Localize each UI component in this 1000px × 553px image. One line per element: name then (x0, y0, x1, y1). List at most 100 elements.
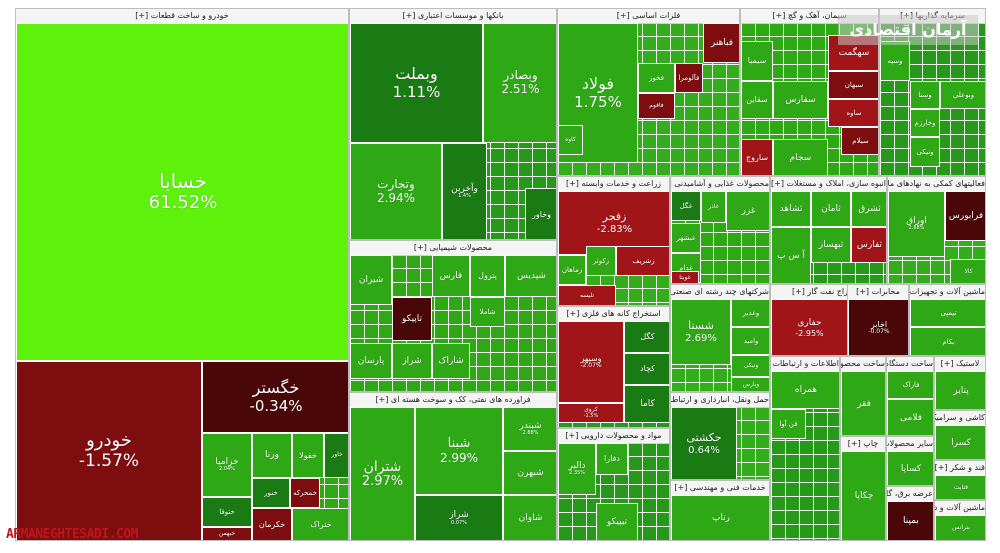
stock-tile[interactable]: فآلومرا (675, 63, 703, 93)
stock-tile[interactable]: شیران (350, 255, 392, 305)
stock-tile[interactable]: شاوان (503, 495, 556, 540)
stock-tile[interactable]: وبوعلی (940, 81, 985, 109)
sector-header[interactable]: خدمات فنی و مهندسی [+] (671, 481, 769, 496)
stock-tile[interactable]: شاملا (470, 297, 505, 327)
stock-tile[interactable]: کاوه (558, 125, 583, 155)
stock-tile[interactable]: فن آوا (771, 409, 806, 439)
sector-header[interactable]: زراعت و خدمات وابسته [+] (558, 177, 669, 192)
sector-header[interactable]: فعالیتهای کمکی به نهادهای مالی [+] (888, 177, 985, 192)
stock-tile[interactable]: اخابر -0.07% (848, 299, 908, 355)
stock-tile[interactable]: غاذر (701, 191, 726, 223)
stock-tile[interactable]: ثشاهد (771, 191, 811, 227)
stock-tile[interactable]: بترانس (935, 515, 985, 540)
sector-header[interactable]: شرکتهای چند رشته ای صنعتی [+] (671, 285, 769, 300)
stock-tile[interactable]: زکوثر (586, 246, 616, 276)
stock-tile[interactable]: ثامان (811, 191, 851, 227)
sector-header[interactable]: خودرو و ساخت قطعات [+] (16, 9, 348, 24)
stock-tile[interactable]: ثفارس (851, 227, 886, 263)
stock-tile[interactable]: وسپهر -2.07% (558, 321, 624, 403)
stock-tile[interactable]: خنور (252, 478, 290, 508)
stock-tile[interactable]: کساپا (887, 451, 933, 485)
stock-tile[interactable]: فلامی (887, 399, 933, 435)
sector-header[interactable]: مخابرات [+] (848, 285, 908, 300)
sector-header[interactable]: ماشین آلات و تجهیزات [+] (910, 285, 985, 300)
stock-tile[interactable]: خمحرکه (290, 478, 320, 508)
stock-tile[interactable]: ختراک (292, 508, 348, 540)
stock-tile[interactable]: غبشهر (671, 223, 701, 253)
stock-tile[interactable]: سبهان (828, 71, 878, 99)
stock-tile[interactable]: ختوقا (202, 497, 252, 527)
stock-tile[interactable]: بمپنا (887, 501, 933, 540)
sector-header[interactable]: چاپ [+] (841, 437, 885, 452)
stock-tile[interactable]: کروی -1.5% (558, 403, 624, 423)
stock-tile[interactable]: شراز (392, 343, 432, 379)
stock-tile[interactable]: قثابت (935, 475, 985, 499)
stock-tile[interactable]: خزامیا 2.04% (202, 433, 252, 497)
stock-tile[interactable]: پترول (470, 255, 505, 297)
stock-tile[interactable]: ونیکی (910, 137, 940, 167)
sector-header[interactable]: ساخت محصولات فلزی [+] (841, 357, 885, 372)
stock-tile[interactable]: زماهان (558, 255, 586, 285)
stock-tile[interactable]: تلیسه (558, 285, 616, 305)
stock-tile[interactable]: غویتا (671, 271, 699, 283)
stock-tile[interactable]: زشریف (616, 246, 669, 276)
stock-tile[interactable]: حکشتی 0.64% (671, 407, 737, 479)
stock-tile[interactable]: شبنا 2.99% (415, 407, 503, 495)
stock-tile[interactable]: ونیکی (731, 355, 769, 377)
stock-tile[interactable]: وآخرین 1.4% (442, 143, 487, 239)
stock-tile[interactable]: خفولا (292, 433, 324, 478)
stock-tile[interactable]: تیپیکو (596, 503, 638, 540)
sector-header[interactable]: حمل ونقل، انبارداری و ارتباطات [+] (671, 393, 769, 408)
stock-tile[interactable]: بکام (910, 327, 985, 355)
stock-tile[interactable]: همراه (771, 371, 839, 409)
stock-tile[interactable]: خبهمن (202, 527, 252, 540)
stock-tile[interactable]: شاراک (432, 343, 470, 379)
stock-tile[interactable]: دفارا (596, 443, 628, 475)
stock-tile[interactable]: پارسان (350, 343, 392, 379)
stock-tile[interactable]: فخوز (638, 63, 675, 93)
stock-tile[interactable]: شپدیس (505, 255, 556, 297)
sector-header[interactable]: ماشین آلات و دستگاههای برقی [+] (935, 501, 985, 516)
sector-header[interactable]: استخراج کانه های فلزی [+] (558, 307, 669, 322)
stock-tile[interactable]: غزر (726, 191, 769, 231)
stock-tile[interactable]: کاما (624, 385, 669, 423)
stock-tile[interactable]: فارس (432, 255, 470, 297)
sector-header[interactable]: محصولات شیمیایی [+] (350, 241, 556, 256)
stock-tile[interactable]: وخاور (525, 188, 556, 239)
stock-tile[interactable]: حفاری -2.95% (771, 299, 848, 355)
sector-header[interactable]: انبوه سازی، املاک و مستغلات [+] (771, 177, 886, 192)
stock-tile[interactable]: سیلام (841, 127, 878, 155)
sector-header[interactable]: محصولات غذایی و آشامیدنی [+] (671, 177, 769, 192)
stock-tile[interactable]: ثبهساز (811, 227, 851, 263)
sector-header[interactable]: فلزات اساسی [+] (558, 9, 739, 24)
stock-tile[interactable]: پتایر (935, 371, 985, 409)
stock-tile[interactable]: رتاپ (671, 495, 769, 540)
stock-tile[interactable]: کسرا (935, 425, 985, 459)
stock-tile[interactable]: وبصادر 2.51% (483, 23, 556, 143)
stock-tile[interactable]: وغدیر (731, 299, 769, 327)
stock-tile[interactable]: وبملت 1.11% (350, 23, 483, 143)
stock-tile[interactable]: وپارس (731, 377, 769, 391)
stock-tile[interactable]: شبندر 2.88% (503, 407, 556, 451)
stock-tile[interactable]: شراز 0.07% (415, 495, 503, 540)
stock-tile[interactable]: سقاین (741, 81, 773, 119)
stock-tile[interactable]: سجام (773, 139, 828, 175)
stock-tile[interactable]: تپمپی (910, 299, 985, 327)
stock-tile[interactable]: خاور (324, 433, 348, 478)
stock-tile[interactable]: خسابا 61.52% (16, 23, 348, 361)
stock-tile[interactable]: فباهنر (703, 23, 739, 63)
stock-tile[interactable]: فقر (841, 371, 885, 435)
sector-header[interactable]: لاستیک [+] (935, 357, 985, 372)
stock-tile[interactable]: وخارزم (910, 109, 940, 137)
stock-tile[interactable]: کالا (950, 259, 985, 283)
stock-tile[interactable]: فاقوم (638, 93, 675, 119)
sector-header[interactable]: اطلاعات و ارتباطات [+] (771, 357, 839, 372)
stock-tile[interactable]: وسنا (910, 81, 940, 109)
stock-tile[interactable]: کگل (624, 321, 669, 353)
stock-tile[interactable]: کچاد (624, 353, 669, 385)
stock-tile[interactable]: وسپه (880, 41, 910, 81)
stock-tile[interactable]: آ س پ (771, 227, 811, 283)
stock-tile[interactable]: شستا 2.69% (671, 299, 731, 365)
stock-tile[interactable]: دالبر 2.35% (558, 443, 596, 495)
